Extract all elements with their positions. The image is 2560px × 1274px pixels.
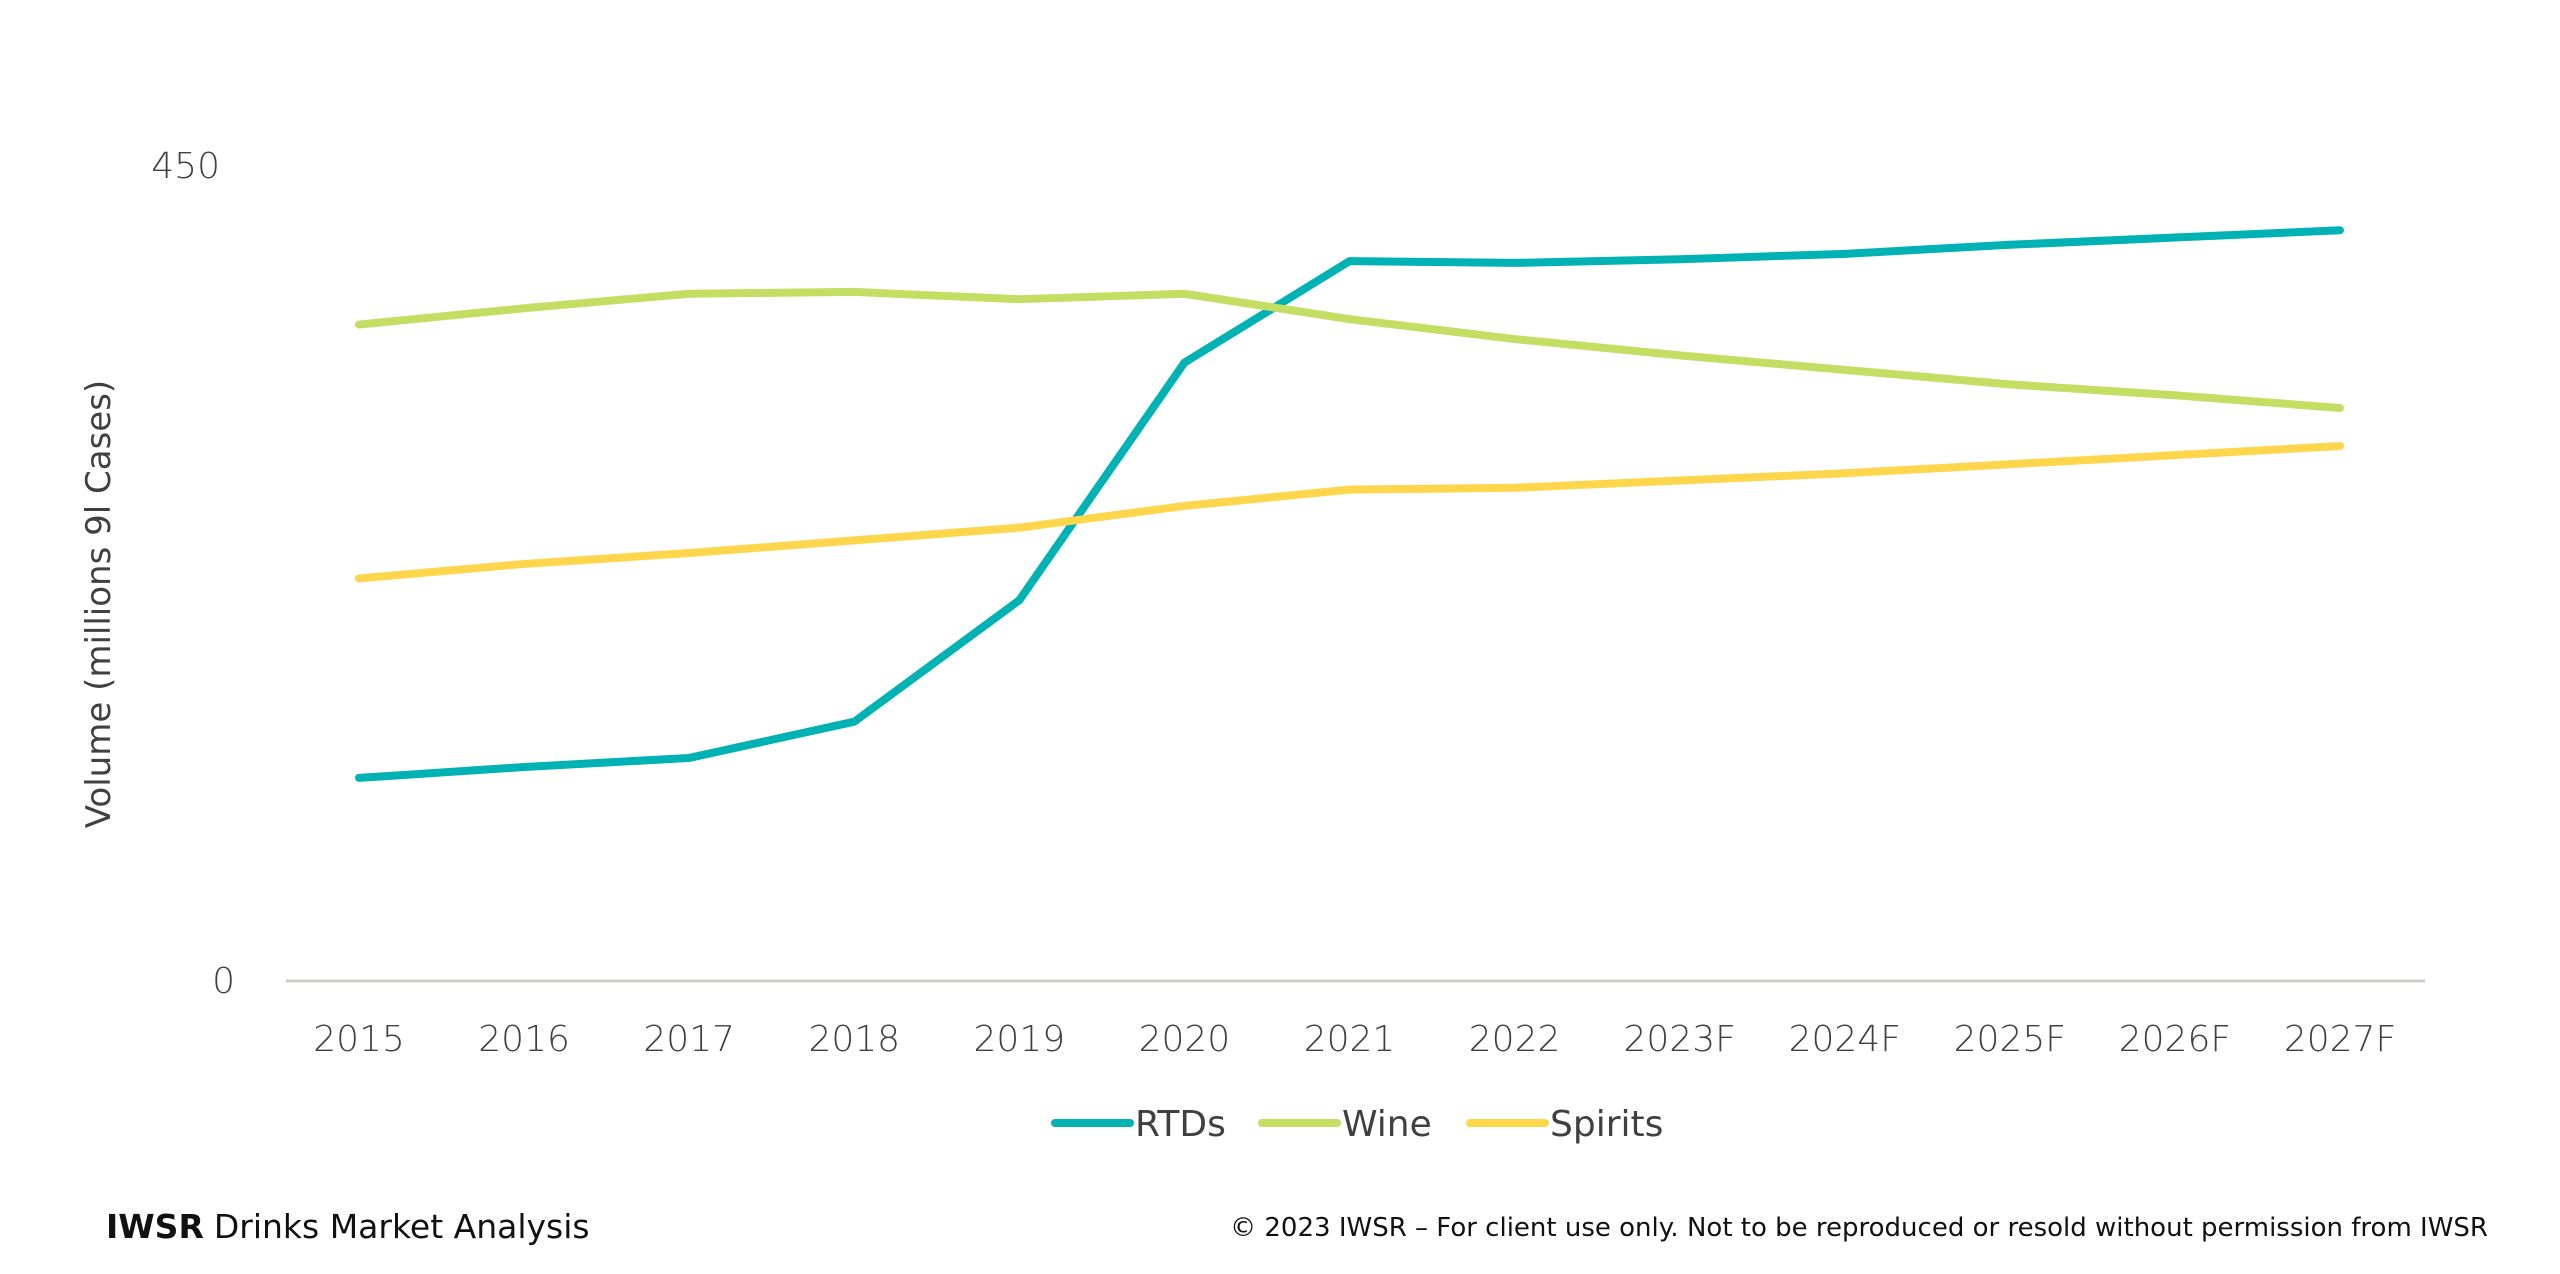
x-tick-label: 2019 — [974, 1019, 1066, 1060]
x-tick-labels: 2015 2016 2017 2018 2019 2020 2021 2022 2023F 202… — [313, 1019, 2396, 1060]
x-tick-label: 2024F — [1789, 1019, 1901, 1060]
x-tick-label: 2021 — [1304, 1019, 1396, 1060]
x-tick-label: 2026F — [2119, 1019, 2231, 1060]
series-line-wine — [355, 287, 2344, 412]
x-tick-label: 2022 — [1469, 1019, 1561, 1060]
y-tick-bottom: 0 — [212, 961, 235, 1002]
legend-label-rtds: RTDs — [1135, 1104, 1226, 1145]
x-tick-label: 2023F — [1624, 1019, 1736, 1060]
x-tick-label: 2025F — [1954, 1019, 2066, 1060]
series-line-spirits — [355, 442, 2344, 583]
brand-suffix: Drinks Market Analysis — [214, 1207, 590, 1246]
x-tick-label: 2018 — [808, 1019, 900, 1060]
x-tick-label: 2027F — [2284, 1019, 2396, 1060]
y-axis-label: Volume (millions 9l Cases) — [79, 380, 119, 828]
x-tick-label: 2015 — [313, 1019, 405, 1060]
brand-name: IWSR — [106, 1207, 204, 1246]
x-tick-label: 2016 — [478, 1019, 570, 1060]
x-tick-label: 2020 — [1139, 1019, 1231, 1060]
footer-brand: IWSR Drinks Market Analysis — [106, 1207, 590, 1246]
copyright-notice: © 2023 IWSR – For client use only. Not t… — [1230, 1213, 2488, 1243]
y-tick-top: 450 — [151, 146, 220, 187]
x-tick-label: 2017 — [643, 1019, 735, 1060]
legend-label-wine: Wine — [1342, 1104, 1432, 1145]
series-lines — [355, 226, 2344, 782]
series-line-rtds — [355, 226, 2344, 782]
legend: RTDs Wine Spirits — [1051, 1104, 1663, 1145]
legend-label-spirits: Spirits — [1550, 1104, 1663, 1145]
